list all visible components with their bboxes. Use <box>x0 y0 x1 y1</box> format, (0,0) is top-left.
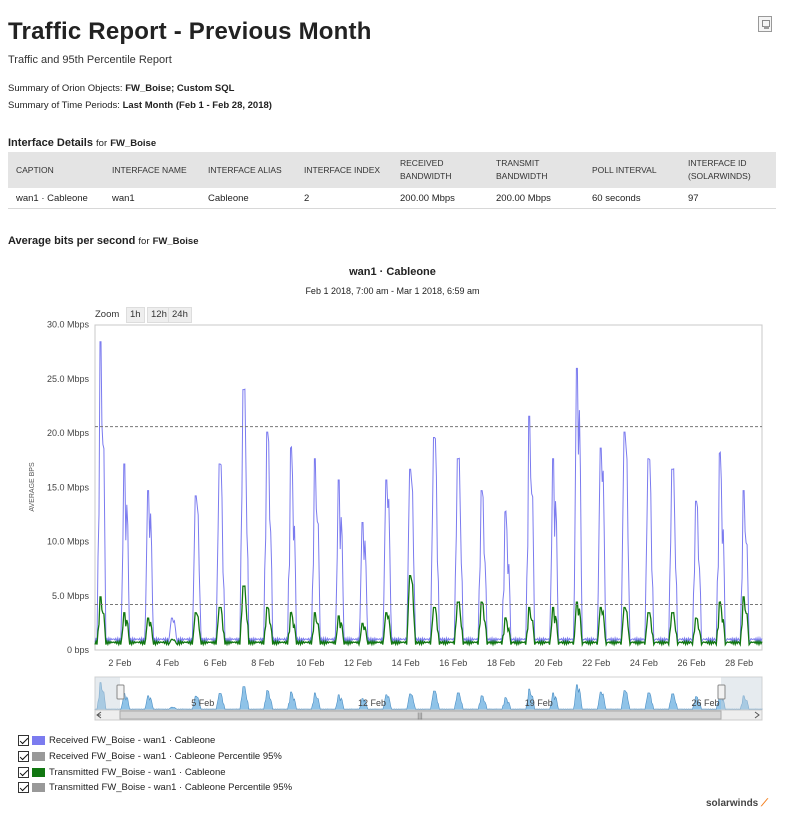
cell-interface-alias: Cableone <box>200 188 296 209</box>
export-icon[interactable] <box>758 16 772 32</box>
solarwinds-flame-icon: ⟋ <box>758 798 769 809</box>
cell-caption: wan1 · Cableone <box>8 188 104 209</box>
series-received-line <box>94 341 763 644</box>
scroll-left-icon[interactable] <box>96 711 102 719</box>
interface-details-object: FW_Boise <box>110 138 157 149</box>
navigator-area <box>94 682 763 711</box>
avg-bps-title: Average bits per second <box>8 235 136 247</box>
navigator-label: 26 Feb <box>692 698 720 708</box>
cell-transmit-bandwidth: 200.00 Mbps <box>488 188 584 209</box>
x-tick-label: 6 Feb <box>204 658 227 668</box>
zoom-24h-button[interactable]: 24h <box>168 307 192 323</box>
x-tick-label: 18 Feb <box>487 658 515 668</box>
y-tick-label: 5.0 Mbps <box>52 591 90 601</box>
legend-label-received: Received FW_Boise - wan1 · Cableone <box>49 735 216 746</box>
solarwinds-wordmark: solarwinds <box>706 798 759 809</box>
col-poll-interval: POLL INTERVAL <box>584 152 680 188</box>
page-title: Traffic Report - Previous Month <box>8 18 372 45</box>
navigator-label: 12 Feb <box>358 698 386 708</box>
legend-swatch-received-p95 <box>32 751 45 761</box>
y-tick-label: 30.0 Mbps <box>47 320 90 330</box>
cell-interface-name: wan1 <box>104 188 200 209</box>
legend-label-received-p95: Received FW_Boise - wan1 · Cableone Perc… <box>49 751 282 762</box>
x-tick-label: 14 Feb <box>392 658 420 668</box>
col-interface-id: INTERFACE ID (SOLARWINDS) <box>680 152 776 188</box>
x-tick-label: 26 Feb <box>678 658 706 668</box>
x-tick-label: 12 Feb <box>344 658 372 668</box>
zoom-label: Zoom <box>95 309 120 320</box>
scroll-right-icon[interactable] <box>754 711 760 719</box>
solarwinds-logo: solarwinds ⟋ <box>706 798 768 809</box>
scrollbar-grip-icon: ||| <box>417 713 423 720</box>
legend-swatch-received <box>32 735 45 745</box>
summary-objects-label: Summary of Orion Objects: <box>8 83 123 94</box>
x-tick-label: 8 Feb <box>251 658 274 668</box>
x-tick-label: 16 Feb <box>439 658 467 668</box>
plot-area <box>94 324 763 651</box>
interface-details-for: for <box>96 138 108 149</box>
summary-periods: Summary of Time Periods: Last Month (Feb… <box>8 100 272 111</box>
col-interface-alias: INTERFACE ALIAS <box>200 152 296 188</box>
summary-objects-value: FW_Boise; Custom SQL <box>125 83 235 94</box>
legend-checkbox-received[interactable] <box>18 734 29 746</box>
zoom-1h-button[interactable]: 1h <box>126 307 145 323</box>
navigator-label: 5 Feb <box>191 698 214 708</box>
cell-received-bandwidth: 200.00 Mbps <box>392 188 488 209</box>
cell-poll-interval: 60 seconds <box>584 188 680 209</box>
col-caption: CAPTION <box>8 152 104 188</box>
x-tick-label: 20 Feb <box>535 658 563 668</box>
page-subtitle: Traffic and 95th Percentile Report <box>8 54 172 66</box>
table-header-row: CAPTION INTERFACE NAME INTERFACE ALIAS I… <box>8 152 776 188</box>
legend-item-transmitted-p95[interactable]: Transmitted FW_Boise - wan1 · Cableone P… <box>18 781 292 795</box>
x-tick-label: 4 Feb <box>156 658 179 668</box>
legend-item-received-p95[interactable]: Received FW_Boise - wan1 · Cableone Perc… <box>18 750 282 764</box>
avg-bps-object: FW_Boise <box>152 236 199 247</box>
avg-bps-heading: Average bits per second for FW_Boise <box>8 235 199 247</box>
avg-bps-for: for <box>138 236 150 247</box>
y-tick-label: 10.0 Mbps <box>47 537 90 547</box>
chart-subtitle: Feb 1 2018, 7:00 am - Mar 1 2018, 6:59 a… <box>305 286 480 296</box>
cell-interface-index: 2 <box>296 188 392 209</box>
col-received-bandwidth: RECEIVED BANDWIDTH <box>392 152 488 188</box>
x-tick-label: 10 Feb <box>296 658 324 668</box>
interface-details-table: CAPTION INTERFACE NAME INTERFACE ALIAS I… <box>8 152 776 209</box>
navigator-mask-left <box>95 677 120 710</box>
y-tick-label: 20.0 Mbps <box>47 428 90 438</box>
col-interface-index: INTERFACE INDEX <box>296 152 392 188</box>
legend-label-transmitted: Transmitted FW_Boise - wan1 · Cableone <box>49 767 226 778</box>
legend-item-received[interactable]: Received FW_Boise - wan1 · Cableone <box>18 734 215 748</box>
legend-label-transmitted-p95: Transmitted FW_Boise - wan1 · Cableone P… <box>49 782 293 793</box>
y-axis-title: AVERAGE BPS <box>29 462 36 512</box>
x-tick-label: 22 Feb <box>582 658 610 668</box>
legend-checkbox-transmitted[interactable] <box>18 766 29 778</box>
legend-checkbox-transmitted-p95[interactable] <box>18 781 29 793</box>
navigator-label: 19 Feb <box>525 698 553 708</box>
legend-swatch-transmitted <box>32 767 45 777</box>
navigator-handle-left[interactable] <box>116 684 125 700</box>
y-tick-label: 0 bps <box>67 645 90 655</box>
table-row: wan1 · Cableone wan1 Cableone 2 200.00 M… <box>8 188 776 209</box>
x-tick-label: 28 Feb <box>725 658 753 668</box>
y-tick-label: 15.0 Mbps <box>47 482 90 492</box>
x-tick-label: 24 Feb <box>630 658 658 668</box>
summary-objects: Summary of Orion Objects: FW_Boise; Cust… <box>8 83 234 94</box>
summary-periods-label: Summary of Time Periods: <box>8 100 120 111</box>
interface-details-heading: Interface Details for FW_Boise <box>8 137 156 149</box>
x-tick-label: 2 Feb <box>108 658 131 668</box>
legend-swatch-transmitted-p95 <box>32 782 45 792</box>
col-interface-name: INTERFACE NAME <box>104 152 200 188</box>
legend-checkbox-received-p95[interactable] <box>18 750 29 762</box>
navigator-scrollbar-thumb[interactable] <box>119 710 722 720</box>
cell-interface-id: 97 <box>680 188 776 209</box>
interface-details-title: Interface Details <box>8 137 93 149</box>
y-tick-label: 25.0 Mbps <box>47 374 90 384</box>
col-transmit-bandwidth: TRANSMIT BANDWIDTH <box>488 152 584 188</box>
navigator-handle-right[interactable] <box>717 684 726 700</box>
series-transmitted-line <box>94 574 763 648</box>
legend-item-transmitted[interactable]: Transmitted FW_Boise - wan1 · Cableone <box>18 766 226 780</box>
summary-periods-value: Last Month (Feb 1 - Feb 28, 2018) <box>122 100 272 111</box>
navigator-mask-right <box>721 677 762 710</box>
traffic-chart: 0 bps 5.0 Mbps 10.0 Mbps 15.0 Mbps 20.0 Mbps… <box>29 320 763 721</box>
chart-title: wan1 · Cableone <box>349 266 436 278</box>
